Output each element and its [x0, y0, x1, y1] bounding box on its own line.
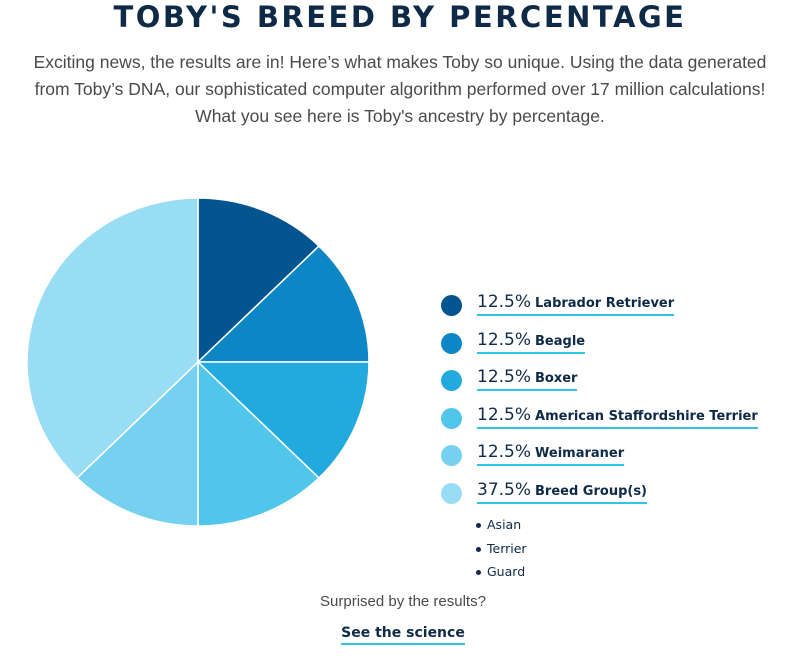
legend-entry: 12.5% Labrador Retriever — [477, 292, 675, 316]
legend-swatch — [441, 445, 462, 466]
legend-percent: 37.5% — [477, 479, 532, 500]
legend-breed: Weimaraner — [535, 446, 625, 461]
legend-item-labrador-retriever: 12.5% Labrador Retriever — [441, 292, 758, 330]
pie-slice-beagle — [196, 244, 370, 363]
pie-slice-breed-group-s — [26, 197, 199, 480]
breed-group-item: Asian — [476, 516, 527, 540]
legend-percent: 12.5% — [477, 329, 532, 350]
legend-item-breed-groups: 37.5% Breed Group(s) — [441, 480, 758, 518]
pie-slice-labrador-retriever — [197, 197, 321, 364]
legend-item-weimaraner: 12.5% Weimaraner — [441, 442, 758, 480]
breed-group-list: Asian Terrier Guard — [476, 516, 527, 587]
legend-breed: American Staffordshire Terrier — [535, 408, 758, 424]
legend-entry: 12.5% Weimaraner — [477, 442, 625, 466]
pie-legend: 12.5% Labrador Retriever 12.5% Beagle 12.5… — [441, 292, 758, 517]
legend-percent: 12.5% — [477, 367, 532, 387]
legend-entry: 37.5% Breed Group(s) — [477, 480, 647, 504]
legend-swatch — [441, 295, 462, 316]
legend-breed: Breed Group(s) — [535, 483, 647, 499]
legend-item-american-staffordshire-terrier: 12.5% American Staffordshire Terrier — [441, 405, 758, 443]
breed-group-item: Guard — [476, 563, 527, 587]
intro-text: Exciting news, the results are in! Here’… — [33, 52, 767, 126]
science-link-wrap: See the science — [0, 622, 800, 645]
page-title: TOBY'S BREED BY PERCENTAGE — [113, 0, 687, 34]
legend-entry: 12.5% Boxer — [477, 367, 578, 391]
pie-slice-boxer — [196, 361, 370, 480]
surprised-text: Surprised by the results? — [320, 593, 486, 610]
legend-percent: 12.5% — [477, 292, 532, 312]
pie-slice-american-staffordshire-terrier — [197, 360, 321, 527]
legend-breed: Labrador Retriever — [535, 296, 675, 311]
legend-swatch — [441, 482, 462, 504]
legend-percent: 12.5% — [477, 404, 532, 425]
legend-item-boxer: 12.5% Boxer — [441, 367, 758, 405]
breed-pie-chart — [26, 197, 370, 527]
legend-swatch — [441, 407, 462, 429]
legend-swatch — [441, 370, 462, 391]
legend-percent: 12.5% — [477, 442, 532, 462]
legend-breed: Beagle — [535, 333, 586, 349]
legend-entry: 12.5% Beagle — [477, 329, 586, 354]
legend-swatch — [441, 332, 462, 354]
legend-breed: Boxer — [535, 371, 578, 386]
see-the-science-link[interactable]: See the science — [341, 625, 465, 645]
legend-item-beagle: 12.5% Beagle — [441, 330, 758, 368]
legend-entry: 12.5% American Staffordshire Terrier — [477, 405, 758, 429]
breed-group-item: Terrier — [476, 540, 527, 564]
pie-slice-weimaraner — [75, 360, 199, 527]
